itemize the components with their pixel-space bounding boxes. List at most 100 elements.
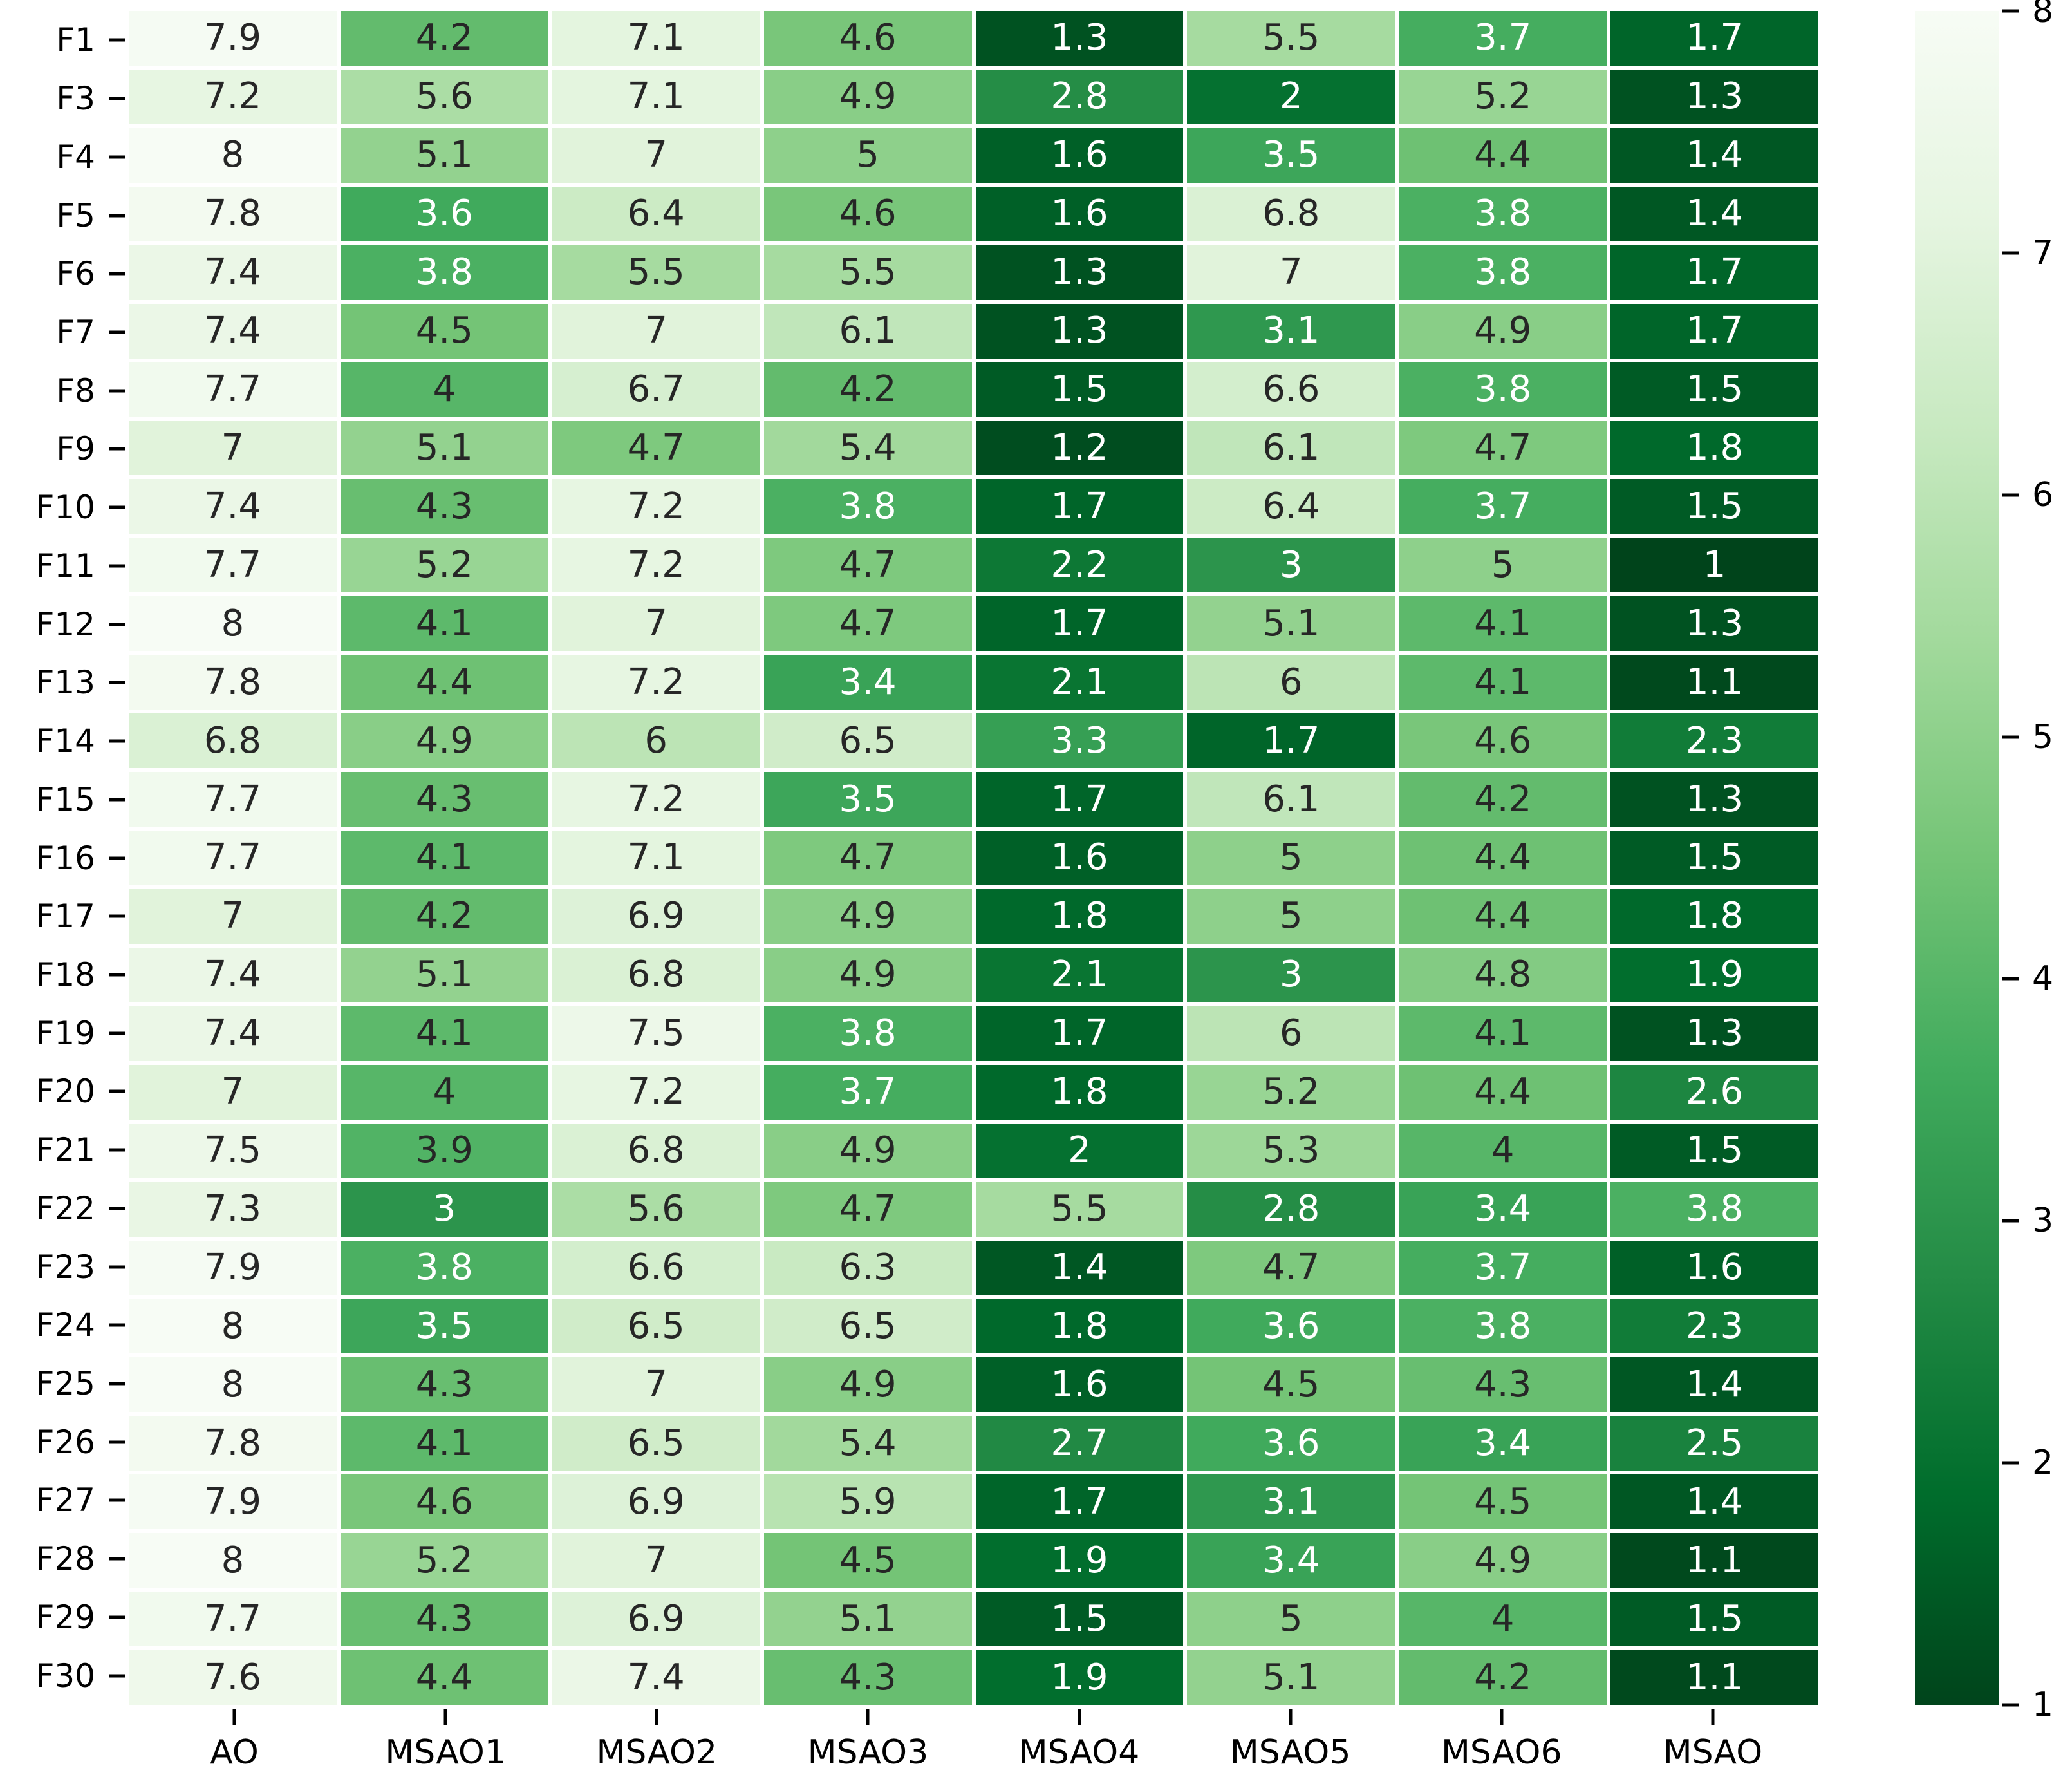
cell-value: 4.9 xyxy=(839,895,897,937)
cell-value: 4.4 xyxy=(1474,836,1532,879)
heatmap-cell: 1.4 xyxy=(1610,1474,1818,1530)
cell-value: 3.8 xyxy=(415,1246,473,1288)
cell-value: 5.5 xyxy=(627,251,685,294)
cell-value: 1.7 xyxy=(1050,1480,1108,1523)
cell-value: 4.3 xyxy=(415,1597,473,1640)
cell-value: 5.1 xyxy=(1262,602,1320,644)
cell-value: 2.7 xyxy=(1050,1422,1108,1464)
cell-value: 3.4 xyxy=(1262,1539,1320,1581)
heatmap-cell: 6.8 xyxy=(129,713,337,769)
heatmap-cell: 4.6 xyxy=(763,11,972,66)
heatmap-cell: 3.6 xyxy=(1187,1416,1395,1471)
y-tick-label: F3 xyxy=(56,80,95,118)
heatmap-cell: 2.5 xyxy=(1610,1416,1818,1471)
cell-value: 7.4 xyxy=(203,1012,261,1055)
heatmap-cell: 7.7 xyxy=(129,1592,337,1647)
cell-value: 3.8 xyxy=(839,1012,897,1055)
cell-value: 7.2 xyxy=(627,485,685,527)
cell-value: 8 xyxy=(221,134,245,176)
cell-value: 7 xyxy=(644,602,667,644)
heatmap-cell: 3.6 xyxy=(1187,1299,1395,1354)
y-tick-label: F28 xyxy=(35,1540,95,1578)
cell-value: 5.5 xyxy=(839,251,897,294)
heatmap-cell: 6.8 xyxy=(552,947,760,1002)
cell-value: 6.1 xyxy=(839,310,897,352)
cell-value: 7 xyxy=(644,1539,667,1581)
heatmap-cell: 6.1 xyxy=(1187,420,1395,476)
heatmap-cell: 4.3 xyxy=(1399,1357,1607,1413)
cell-value: 1.3 xyxy=(1050,310,1108,352)
heatmap-cell: 6.1 xyxy=(763,303,972,359)
cell-value: 1.7 xyxy=(1050,602,1108,644)
heatmap-cell: 5.5 xyxy=(975,1181,1184,1237)
heatmap-cell: 7.2 xyxy=(552,538,760,593)
cell-value: 5.5 xyxy=(1262,17,1320,59)
cell-value: 2.1 xyxy=(1050,661,1108,703)
heatmap-cell: 1.9 xyxy=(975,1650,1184,1705)
x-tick-mark xyxy=(1078,1709,1081,1725)
cell-value: 1.6 xyxy=(1050,836,1108,879)
cell-value: 5.1 xyxy=(1262,1656,1320,1698)
heatmap-cell: 3.8 xyxy=(1399,186,1607,241)
y-tick-label: F21 xyxy=(35,1131,95,1169)
cell-value: 4.7 xyxy=(839,543,897,586)
cell-value: 3.1 xyxy=(1262,1480,1320,1523)
y-tick-mark xyxy=(109,1498,125,1502)
cell-value: 7.2 xyxy=(627,778,685,820)
heatmap-cell: 3.1 xyxy=(1187,303,1395,359)
heatmap-cell: 5.5 xyxy=(763,245,972,300)
x-tick-mark xyxy=(232,1709,236,1725)
y-tick-mark xyxy=(109,38,125,42)
cell-value: 7.6 xyxy=(203,1656,261,1698)
heatmap-cell: 6.4 xyxy=(552,186,760,241)
heatmap-cell: 3.8 xyxy=(340,1240,548,1295)
cell-value: 7.1 xyxy=(627,75,685,118)
cell-value: 6.9 xyxy=(627,1597,685,1640)
cell-value: 4 xyxy=(433,1071,456,1113)
cell-value: 4.5 xyxy=(415,310,473,352)
heatmap-cell: 6.9 xyxy=(552,888,760,944)
cell-value: 7.8 xyxy=(203,1422,261,1464)
y-tick-label: F14 xyxy=(35,722,95,760)
cell-value: 4.6 xyxy=(415,1480,473,1523)
heatmap-cell: 7.2 xyxy=(552,655,760,710)
cell-value: 6.5 xyxy=(627,1422,685,1464)
heatmap-cell: 4.6 xyxy=(340,1474,548,1530)
cell-value: 1.4 xyxy=(1050,1246,1108,1288)
heatmap-cell: 2.1 xyxy=(975,947,1184,1002)
cell-value: 4 xyxy=(1491,1597,1515,1640)
cell-value: 7.4 xyxy=(203,310,261,352)
heatmap-cell: 7 xyxy=(552,596,760,652)
cell-value: 3.1 xyxy=(1262,310,1320,352)
y-tick-label: F26 xyxy=(35,1423,95,1461)
cell-value: 1.7 xyxy=(1050,485,1108,527)
colorbar-tick-label: 3 xyxy=(2032,1201,2054,1241)
heatmap-cell: 2.2 xyxy=(975,538,1184,593)
cell-value: 4.1 xyxy=(1474,661,1532,703)
cell-value: 3.8 xyxy=(1474,251,1532,294)
heatmap-cell: 3.7 xyxy=(1399,11,1607,66)
heatmap-cell: 7 xyxy=(552,127,760,183)
cell-value: 1.9 xyxy=(1050,1539,1108,1581)
x-tick-mark xyxy=(1289,1709,1293,1725)
x-tick-label: MSAO4 xyxy=(1018,1733,1140,1772)
heatmap-cell: 4.4 xyxy=(1399,831,1607,885)
heatmap-cell: 7.4 xyxy=(129,479,337,534)
cell-value: 6.1 xyxy=(1262,778,1320,820)
cell-value: 1.5 xyxy=(1050,368,1108,411)
heatmap-cell: 4.9 xyxy=(1399,303,1607,359)
heatmap-cell: 7.7 xyxy=(129,538,337,593)
heatmap-cell: 5.1 xyxy=(1187,596,1395,652)
cell-value: 6.6 xyxy=(1262,368,1320,411)
heatmap-cell: 2.3 xyxy=(1610,1299,1818,1354)
heatmap-cell: 4 xyxy=(1399,1592,1607,1647)
y-tick-label: F8 xyxy=(56,371,95,409)
heatmap-cell: 6 xyxy=(552,713,760,769)
heatmap-cell: 4.4 xyxy=(1399,1064,1607,1120)
cell-value: 3.6 xyxy=(1262,1304,1320,1347)
heatmap-cell: 2.7 xyxy=(975,1416,1184,1471)
heatmap-cell: 4.1 xyxy=(1399,1006,1607,1061)
cell-value: 6.8 xyxy=(627,954,685,996)
cell-value: 4.6 xyxy=(839,17,897,59)
cell-value: 6.8 xyxy=(1262,193,1320,235)
